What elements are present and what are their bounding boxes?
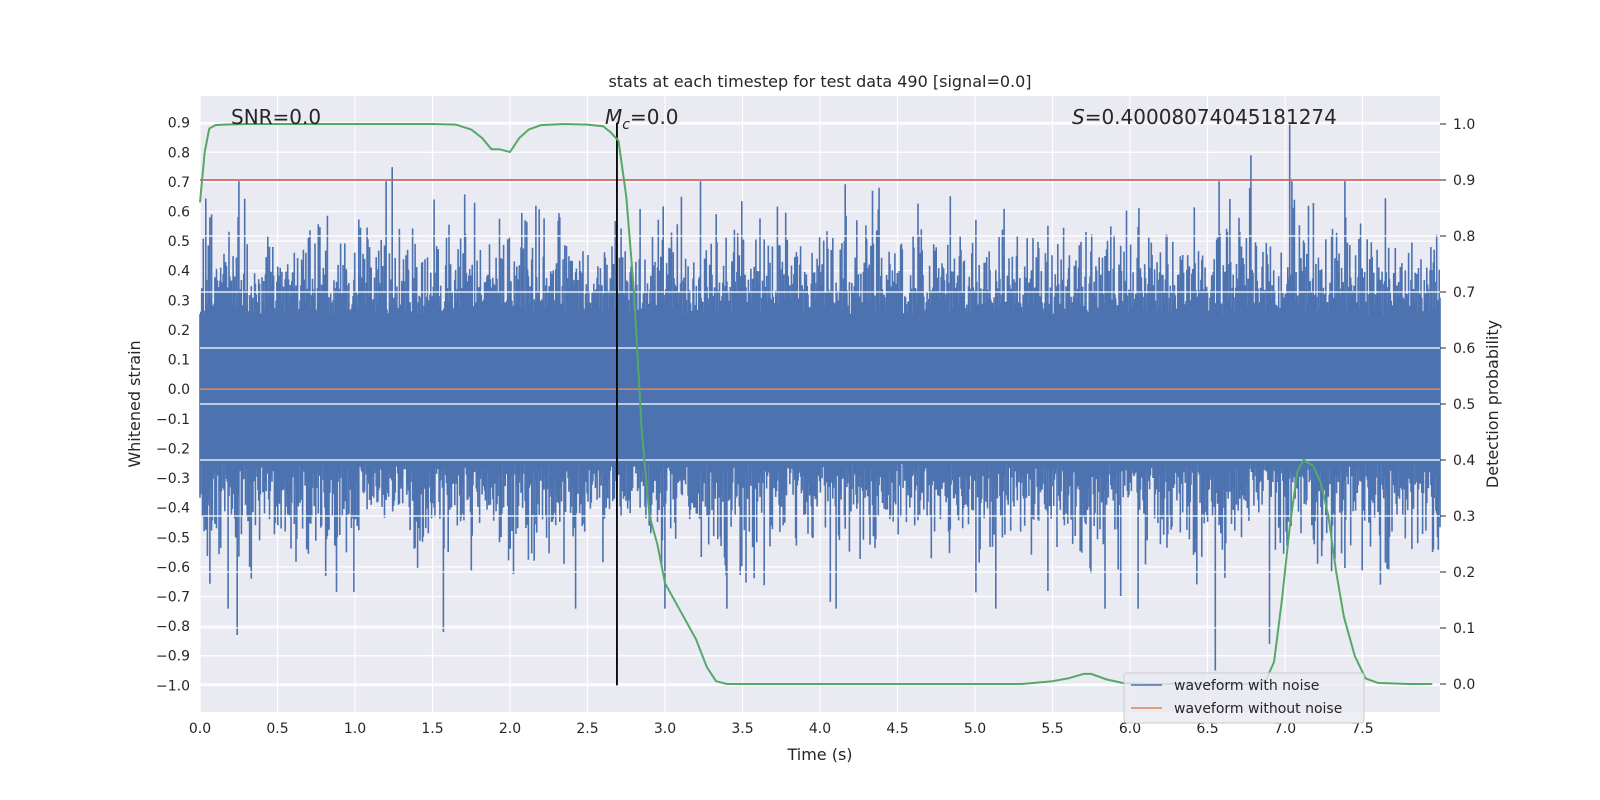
right-y-tick-label: 1.0 (1453, 117, 1475, 133)
left-y-axis-label: Whitened strain (125, 340, 144, 467)
x-tick-label: 6.5 (1196, 721, 1218, 737)
right-y-tick-label: 0.2 (1453, 565, 1475, 581)
legend-label-clean: waveform without noise (1174, 701, 1342, 717)
left-y-tick-label: 0.5 (168, 234, 190, 250)
detection-statistic-annotation: S=0.40008074045181274 (1072, 105, 1337, 129)
x-tick-label: 2.5 (576, 721, 598, 737)
x-tick-label: 3.5 (731, 721, 753, 737)
x-axis-label: Time (s) (786, 745, 852, 764)
left-y-tick-label: −0.6 (156, 560, 190, 576)
left-y-tick-label: −0.2 (156, 441, 190, 457)
left-y-tick-label: −0.9 (156, 649, 190, 665)
left-y-tick-label: 0.7 (168, 175, 190, 191)
left-y-tick-label: −0.8 (156, 619, 190, 635)
left-y-tick-label: 0.4 (168, 264, 190, 280)
chart-title: stats at each timestep for test data 490… (608, 72, 1031, 91)
x-tick-label: 3.0 (654, 721, 676, 737)
right-y-tick-label: 0.0 (1453, 677, 1475, 693)
left-y-tick-label: 0.6 (168, 205, 190, 221)
chirp-mass-annotation: Mc=0.0 (605, 105, 679, 133)
right-y-axis-ticks: 0.0 0.1 0.2 0.3 0.4 0.5 0.6 0.7 0.8 0.9 1.0 (1440, 117, 1475, 693)
legend-box (1123, 672, 1365, 724)
x-tick-label: 2.0 (499, 721, 521, 737)
left-y-tick-label: −0.3 (156, 471, 190, 487)
x-tick-label: 6.0 (1119, 721, 1141, 737)
x-tick-label: 4.5 (886, 721, 908, 737)
x-tick-label: 4.0 (809, 721, 831, 737)
x-tick-label: 5.0 (964, 721, 986, 737)
right-y-tick-label: 0.4 (1453, 453, 1475, 469)
left-y-tick-label: −1.0 (156, 678, 190, 694)
right-y-tick-label: 0.8 (1453, 229, 1475, 245)
x-tick-label: 7.0 (1274, 721, 1296, 737)
left-y-tick-label: 0.9 (168, 116, 190, 132)
left-y-tick-label: 0.2 (168, 323, 190, 339)
left-y-tick-label: 0.3 (168, 293, 190, 309)
left-y-tick-label: −0.5 (156, 530, 190, 546)
legend-label-noise: waveform with noise (1174, 678, 1319, 694)
left-y-tick-label: 0.8 (168, 145, 190, 161)
detection-probability-line (199, 123, 1433, 685)
left-y-tick-label: 0.1 (168, 353, 190, 369)
x-tick-label: 1.5 (421, 721, 443, 737)
right-y-tick-label: 0.3 (1453, 509, 1475, 525)
right-y-tick-label: 0.1 (1453, 621, 1475, 637)
x-axis-ticks: 0.0 0.5 1.0 1.5 2.0 2.5 3.0 3.5 4.0 4.5 5.0 5.5 6.0 6… (189, 721, 1374, 737)
x-tick-label: 7.5 (1351, 721, 1373, 737)
snr-annotation: SNR=0.0 (231, 105, 321, 129)
left-y-tick-label: −0.1 (156, 412, 190, 428)
right-y-tick-label: 0.6 (1453, 341, 1475, 357)
right-y-tick-label: 0.9 (1453, 173, 1475, 189)
x-tick-label: 1.0 (344, 721, 366, 737)
legend: waveform with noise waveform without noi… (1123, 672, 1365, 724)
x-tick-label: 0.0 (189, 721, 211, 737)
left-y-tick-label: −0.4 (156, 501, 190, 517)
right-y-tick-label: 0.7 (1453, 285, 1475, 301)
right-y-axis-label: Detection probability (1483, 320, 1502, 488)
x-tick-label: 5.5 (1041, 721, 1063, 737)
left-y-axis-ticks: 0.9 0.8 0.7 0.6 0.5 0.4 0.3 0.2 0.1 0.0 −0.1 −0.2 −0… (156, 116, 190, 695)
x-tick-label: 0.5 (266, 721, 288, 737)
left-y-tick-label: 0.0 (168, 382, 190, 398)
left-y-tick-label: −0.7 (156, 590, 190, 606)
right-y-tick-label: 0.5 (1453, 397, 1475, 413)
